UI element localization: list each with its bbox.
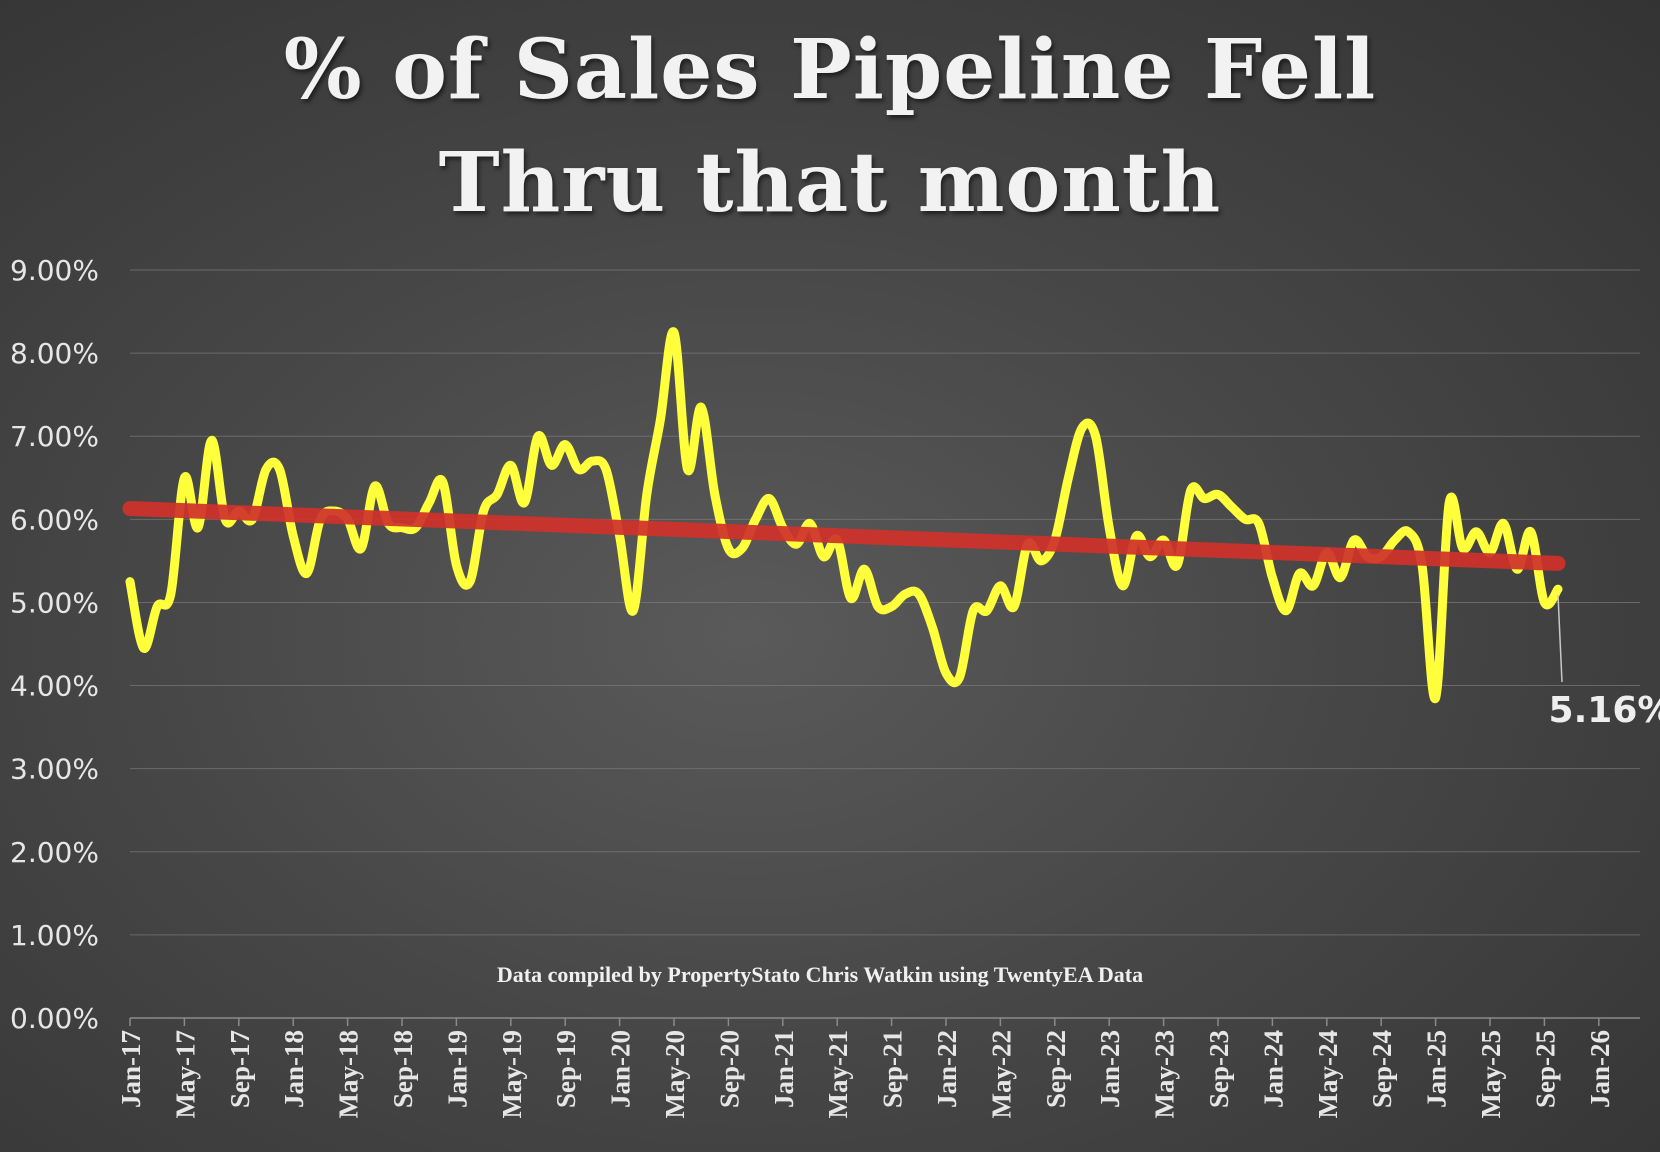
chart-title-line-2: Thru that month: [438, 135, 1222, 231]
y-tick-label: 4.00%: [10, 670, 99, 703]
y-axis: 0.00% 1.00% 2.00% 3.00% 4.00% 5.00% 6.00% 7.00%…: [10, 254, 99, 1035]
x-tick-label: Sep-17: [225, 1030, 255, 1108]
x-tick-label: Sep-21: [878, 1030, 908, 1108]
x-tick-label: Jan-26: [1585, 1030, 1615, 1108]
x-tick-label: Jan-20: [606, 1030, 636, 1108]
x-tick-label: May-17: [170, 1030, 200, 1118]
x-tick-label: Jan-17: [116, 1030, 146, 1108]
annotation-leader: [1557, 595, 1563, 683]
x-tick-label: Jan-23: [1095, 1030, 1125, 1108]
x-tick-label: May-23: [1150, 1030, 1180, 1118]
y-tick-label: 6.00%: [10, 503, 99, 536]
x-tick-label: Sep-19: [551, 1030, 581, 1108]
x-tick-label: Sep-24: [1367, 1030, 1397, 1108]
y-tick-label: 1.00%: [10, 919, 99, 952]
y-tick-label: 0.00%: [10, 1002, 99, 1035]
x-tick-label: May-22: [986, 1030, 1016, 1118]
y-tick-label: 2.00%: [10, 836, 99, 869]
y-tick-label: 8.00%: [10, 337, 99, 370]
y-tick-label: 7.00%: [10, 420, 99, 453]
x-tick-label: Jan-18: [279, 1030, 309, 1108]
x-tick-label: Sep-20: [714, 1030, 744, 1108]
x-tick-label: Sep-23: [1204, 1030, 1234, 1108]
x-tick-label: Jan-19: [442, 1030, 472, 1108]
x-tick-label: May-24: [1313, 1030, 1343, 1118]
x-tick-label: May-20: [660, 1030, 690, 1118]
x-tick-label: Jan-22: [932, 1030, 962, 1108]
series-lines: [122, 327, 1566, 703]
y-tick-label: 5.00%: [10, 586, 99, 619]
trend-line: [122, 501, 1566, 571]
x-tick-label: Jan-24: [1258, 1030, 1288, 1108]
x-tick-label: May-25: [1476, 1030, 1506, 1118]
y-tick-label: 9.00%: [10, 254, 99, 287]
x-tick-label: Sep-25: [1530, 1030, 1560, 1108]
gridlines: [130, 269, 1640, 1019]
x-tick-label: May-21: [823, 1030, 853, 1118]
y-tick-label: 3.00%: [10, 753, 99, 786]
chart-title-line-1: % of Sales Pipeline Fell: [283, 22, 1377, 118]
x-tick-label: Sep-18: [388, 1030, 418, 1108]
x-tick-label: May-18: [334, 1030, 364, 1118]
x-axis: Jan-17 May-17 Sep-17 Jan-18 May-18 Sep-18 Jan-…: [116, 1018, 1615, 1118]
x-tick-label: Sep-22: [1041, 1030, 1071, 1108]
data-credit: Data compiled by PropertyStato Chris Wat…: [497, 962, 1143, 987]
last-value-annotation: 5.16%: [1549, 595, 1660, 731]
x-tick-label: May-19: [497, 1030, 527, 1118]
x-tick-label: Jan-21: [769, 1030, 799, 1108]
x-tick-label: Jan-25: [1422, 1030, 1452, 1108]
last-value-label: 5.16%: [1549, 690, 1660, 731]
